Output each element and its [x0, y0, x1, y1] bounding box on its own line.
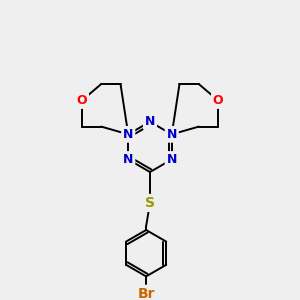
Text: N: N [167, 153, 177, 166]
Text: O: O [76, 94, 87, 107]
Text: S: S [145, 196, 155, 210]
Text: N: N [123, 128, 134, 141]
Text: N: N [123, 153, 134, 166]
Text: N: N [145, 115, 155, 128]
Text: O: O [213, 94, 224, 107]
Text: N: N [167, 128, 177, 141]
Text: Br: Br [137, 287, 155, 300]
